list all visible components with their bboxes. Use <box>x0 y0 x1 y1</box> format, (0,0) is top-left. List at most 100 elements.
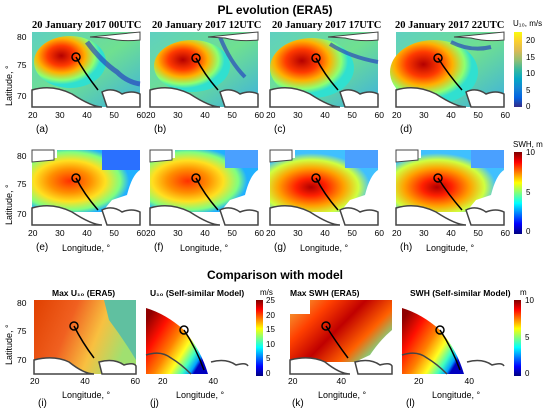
map-panel-e <box>31 149 141 226</box>
map-panel-c <box>269 31 379 108</box>
panel-l-xticks: 20 40 <box>414 376 474 386</box>
cb-tick: 25 <box>266 296 275 305</box>
xtick: 50 <box>473 228 483 238</box>
panel-c-xticks: 20 30 40 50 60 <box>266 110 384 120</box>
panel-k-xlabel: Longitude, ° <box>318 390 367 400</box>
xtick: 20 <box>266 110 276 120</box>
xtick: 20 <box>392 228 402 238</box>
panel-b-xticks: 20 30 40 50 60 <box>146 110 264 120</box>
panel-d-xticks: 20 30 40 50 60 <box>392 110 510 120</box>
panel-h-xticks: 20 30 40 50 60 <box>392 228 510 238</box>
xtick: 30 <box>173 110 183 120</box>
xtick: 40 <box>82 228 92 238</box>
row1-colorbar-label: U₁₀, m/s <box>513 19 543 28</box>
panel-j-xlabel: Longitude, ° <box>176 390 225 400</box>
row3-wind-colorbar-label: m/s <box>260 288 273 297</box>
panel-a-xticks: 20 30 40 50 60 <box>28 110 146 120</box>
heading-comparison: Comparison with model <box>206 268 343 282</box>
xtick: 40 <box>336 376 346 386</box>
panel-j-title: U₁₀ (Self-similar Model) <box>150 288 245 298</box>
cb-tick: 5 <box>525 332 530 342</box>
panel-k-xticks: 20 40 <box>288 376 346 386</box>
cb-tick: 10 <box>525 296 534 305</box>
panel-i-xlabel: Longitude, ° <box>62 390 111 400</box>
panel-l-label: (l) <box>406 398 415 409</box>
panel-f-xticks: 20 30 40 50 60 <box>146 228 264 238</box>
xtick: 60 <box>374 228 384 238</box>
xtick: 30 <box>293 228 303 238</box>
xtick: 60 <box>130 376 140 386</box>
row1-colorbar-ticks: 20 15 10 5 0 <box>526 36 535 111</box>
xtick: 30 <box>55 110 65 120</box>
row3-wave-colorbar-label: m <box>520 288 527 297</box>
panel-a-title: 20 January 2017 00UTC <box>32 20 142 31</box>
panel-e-xticks: 20 30 40 50 60 <box>28 228 146 238</box>
panel-e-label: (e) <box>36 242 49 253</box>
cb-tick: 0 <box>526 102 531 111</box>
row2-colorbar <box>514 152 522 234</box>
row3-wave-colorbar-ticks: 10 5 0 <box>525 296 534 378</box>
cb-tick: 20 <box>266 310 275 320</box>
row1-ytick-80: 80 <box>17 32 27 42</box>
row2-ytick-70: 70 <box>17 209 27 219</box>
row3-ylabel: Latitude, ° <box>4 324 14 365</box>
cb-tick: 0 <box>266 368 271 378</box>
panel-l-xlabel: Longitude, ° <box>432 390 481 400</box>
xtick: 50 <box>109 228 119 238</box>
panel-j-label: (j) <box>150 398 159 409</box>
xtick: 20 <box>30 376 40 386</box>
xtick: 60 <box>374 110 384 120</box>
xtick: 50 <box>347 228 357 238</box>
panel-d-label: (d) <box>400 124 413 135</box>
row2-ylabel: Latitude, ° <box>4 184 14 225</box>
panel-c-title: 20 January 2017 17UTC <box>272 20 382 31</box>
xtick: 50 <box>227 228 237 238</box>
xtick: 20 <box>146 228 156 238</box>
panel-h-xlabel: Longitude, ° <box>426 243 475 253</box>
xtick: 40 <box>200 228 210 238</box>
row3-wind-colorbar-ticks: 25 20 15 10 5 0 <box>266 296 275 378</box>
xtick: 50 <box>227 110 237 120</box>
xtick: 60 <box>254 228 264 238</box>
panel-f-label: (f) <box>154 242 164 253</box>
map-panel-b <box>149 31 259 108</box>
panel-g-xlabel: Longitude, ° <box>300 243 349 253</box>
row3-wave-colorbar <box>514 300 521 376</box>
xtick: 40 <box>446 228 456 238</box>
xtick: 20 <box>288 376 298 386</box>
panel-k-label: (k) <box>292 398 304 409</box>
map-panel-j <box>145 300 249 375</box>
xtick: 40 <box>464 376 474 386</box>
panel-g-label: (g) <box>274 242 287 253</box>
panel-a-label: (a) <box>36 124 49 135</box>
cb-tick: 5 <box>266 354 271 364</box>
row3-ytick-75: 75 <box>17 326 27 336</box>
panel-i-xticks: 20 40 60 <box>30 376 140 386</box>
cb-tick: 20 <box>526 36 535 45</box>
cb-tick: 10 <box>526 148 535 157</box>
xtick: 40 <box>320 110 330 120</box>
heading-pl-evolution: PL evolution (ERA5) <box>217 3 333 17</box>
row2-colorbar-ticks: 10 5 0 <box>526 148 535 236</box>
xtick: 60 <box>136 228 146 238</box>
panel-d-title: 20 January 2017 22UTC <box>395 20 505 31</box>
panel-c-label: (c) <box>274 124 286 135</box>
xtick: 20 <box>28 110 38 120</box>
xtick: 60 <box>500 110 510 120</box>
xtick: 30 <box>419 110 429 120</box>
panel-g-xticks: 20 30 40 50 60 <box>266 228 384 238</box>
xtick: 40 <box>82 110 92 120</box>
map-panel-a <box>31 31 141 108</box>
cb-tick: 5 <box>526 187 531 197</box>
panel-h-label: (h) <box>400 242 413 253</box>
xtick: 40 <box>208 376 218 386</box>
row1-ytick-75: 75 <box>17 60 27 70</box>
xtick: 30 <box>55 228 65 238</box>
row1-ylabel: Latitude, ° <box>4 65 14 106</box>
panel-i-label: (i) <box>38 398 47 409</box>
xtick: 50 <box>473 110 483 120</box>
xtick: 60 <box>136 110 146 120</box>
map-panel-l <box>401 300 505 375</box>
cb-tick: 15 <box>526 52 535 62</box>
xtick: 40 <box>80 376 90 386</box>
